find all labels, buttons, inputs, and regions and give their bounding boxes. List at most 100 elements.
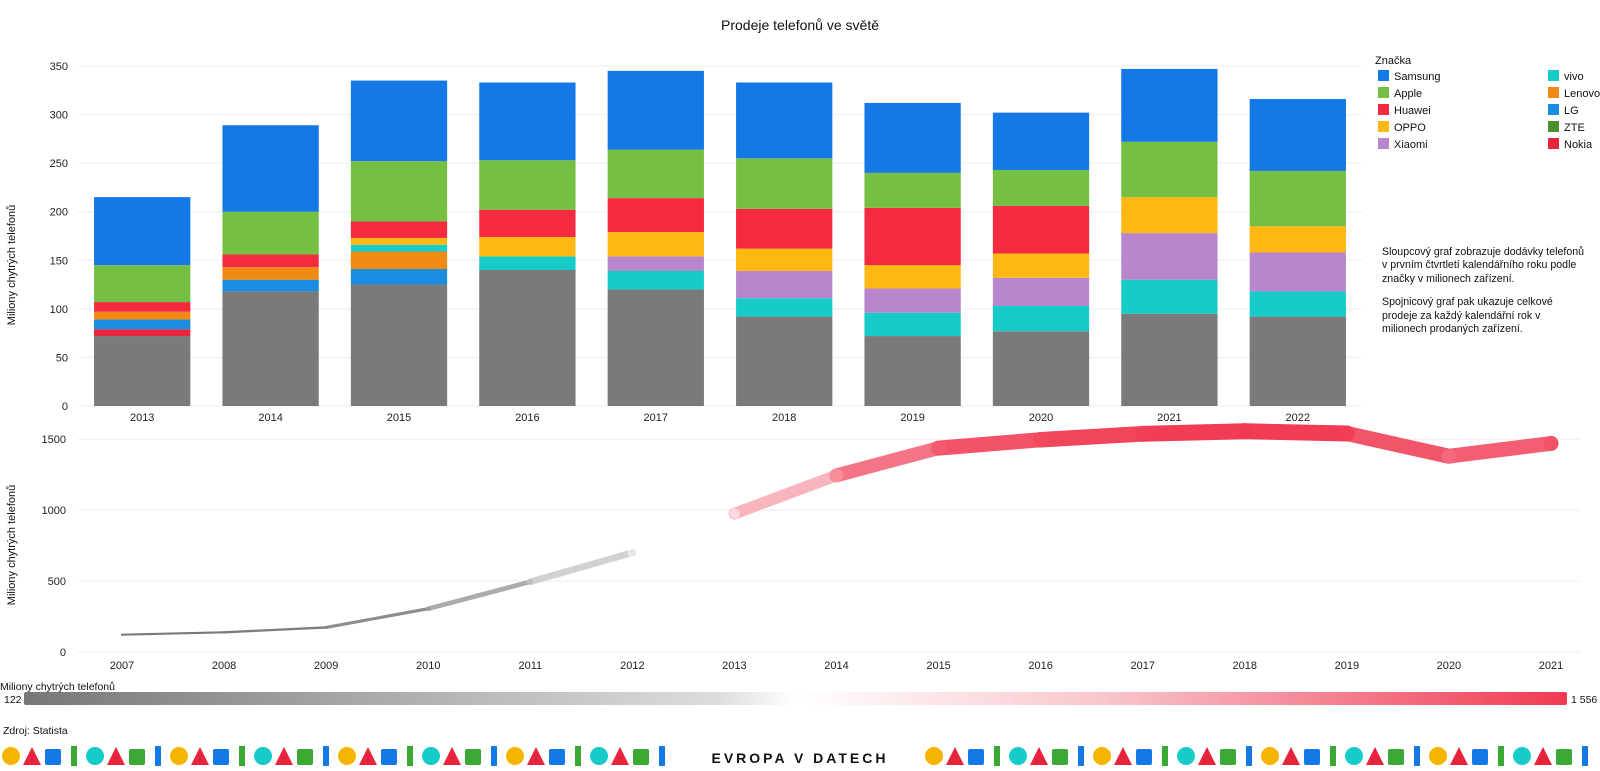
bar-huawei-2017 — [607, 198, 704, 233]
line-y-tick: 500 — [48, 576, 66, 588]
bar-y-tick: 300 — [50, 110, 68, 122]
line-x-tick: 2017 — [1130, 660, 1154, 672]
line-chart: 0 500 1000 1500 2007 2008 2009 2010 2011 2012 2013… — [42, 423, 1580, 672]
footer-icon — [129, 749, 145, 765]
bar-samsung-2017 — [607, 70, 704, 150]
legend-swatch-samsung — [1378, 70, 1389, 81]
line-segment-2009 — [324, 607, 430, 630]
footer-icon — [107, 747, 125, 765]
bar-oppo-2019 — [864, 265, 961, 289]
bar-ostatní-2018 — [736, 316, 833, 406]
line-point-2018 — [1236, 423, 1253, 440]
bar-apple-2019 — [864, 172, 961, 208]
chart-description: Sloupcový graf zobrazuje dodávky telefon… — [1382, 246, 1587, 346]
footer-icon — [1450, 747, 1468, 765]
bar-ostatní-2020 — [992, 331, 1090, 406]
footer-icon — [1429, 747, 1447, 765]
legend-label-oppo: OPPO — [1394, 122, 1426, 134]
bar-y-tick: 100 — [50, 304, 68, 316]
footer-icon — [1414, 746, 1420, 766]
footer-icon — [254, 747, 272, 765]
bar-oppo-2020 — [992, 253, 1090, 278]
bar-x-tick: 2014 — [258, 412, 282, 424]
footer-icon — [633, 749, 649, 765]
line-x-tick: 2011 — [518, 660, 542, 672]
footer-icon — [23, 747, 41, 765]
chart-title: Prodeje telefonů ve světě — [721, 17, 879, 33]
footer-decorations — [2, 746, 1588, 766]
description-bar: Sloupcový graf zobrazuje dodávky telefon… — [1382, 246, 1584, 285]
footer-icon — [1246, 746, 1252, 766]
line-point-2013 — [729, 508, 740, 519]
bar-ostatní-2013 — [94, 336, 191, 406]
bar-vivo-2016 — [479, 256, 576, 270]
bar-apple-2022 — [1249, 170, 1346, 227]
bar-chart-ylabel: Miliony chytrých telefonů — [6, 205, 18, 325]
legend-label-zte: ZTE — [1564, 122, 1585, 134]
bar-x-tick: 2013 — [130, 412, 154, 424]
bar-lenovo-2013 — [94, 311, 191, 320]
legend-label-vivo: vivo — [1564, 71, 1584, 83]
footer-icon — [1162, 746, 1168, 766]
line-segment-2020 — [1441, 436, 1559, 464]
line-point-2015 — [931, 440, 946, 456]
colorbar-title: Miliony chytrých telefonů — [0, 681, 115, 693]
bar-samsung-2014 — [222, 125, 319, 212]
footer-icon — [323, 746, 329, 766]
bar-ostatní-2014 — [222, 291, 319, 406]
bar-vivo-2022 — [1249, 291, 1346, 317]
line-point-2021 — [1543, 435, 1559, 452]
footer-icon — [1030, 747, 1048, 765]
description-line: Spojnicový graf pak ukazuje celkové prod… — [1382, 296, 1553, 336]
legend: Značka Samsung Apple Huawei OPPO Xiaomi vivo L… — [1375, 55, 1600, 151]
legend-swatch-huawei — [1378, 104, 1389, 115]
footer-icon — [925, 747, 943, 765]
line-x-tick: 2018 — [1233, 660, 1257, 672]
footer-icon — [1472, 749, 1488, 765]
bar-apple-2020 — [992, 169, 1090, 206]
bar-apple-2021 — [1121, 141, 1218, 198]
line-point-2019 — [1338, 425, 1355, 442]
bar-xiaomi-2017 — [607, 256, 704, 271]
footer-icon — [213, 749, 229, 765]
line-chart-ylabel: Miliony chytrých telefonů — [6, 485, 18, 605]
legend-swatch-oppo — [1378, 121, 1389, 132]
legend-swatch-apple — [1378, 87, 1389, 98]
bar-huawei-2016 — [479, 209, 576, 237]
footer-icon — [549, 749, 565, 765]
legend-label-lg: LG — [1564, 105, 1579, 117]
legend-label-huawei: Huawei — [1394, 105, 1431, 117]
footer-icon — [491, 746, 497, 766]
line-x-tick: 2009 — [314, 660, 338, 672]
footer-icon-strip: EVROPA V DATECH — [2, 746, 1588, 766]
footer-icon — [590, 747, 608, 765]
line-point-2012 — [628, 548, 637, 557]
bar-x-tick: 2021 — [1157, 412, 1181, 424]
line-point-2020 — [1441, 449, 1457, 464]
footer-icon — [1345, 747, 1363, 765]
bar-lg-2013 — [94, 319, 191, 330]
bar-vivo-2020 — [992, 305, 1090, 332]
bar-apple-2017 — [607, 149, 704, 199]
footer-logo: EVROPA V DATECH — [712, 750, 889, 766]
bar-xiaomi-2020 — [992, 277, 1090, 306]
bar-vivo-2017 — [607, 270, 704, 290]
legend-swatch-nokia — [1548, 138, 1559, 149]
line-point-2017 — [1134, 425, 1151, 442]
bar-vivo-2019 — [864, 312, 961, 337]
bar-xiaomi-2018 — [736, 270, 833, 299]
bar-samsung-2015 — [350, 80, 448, 162]
bar-oppo-2022 — [1249, 226, 1346, 253]
line-segment-2016 — [1032, 425, 1151, 448]
bar-y-tick: 0 — [62, 401, 68, 413]
line-x-tick: 2012 — [620, 660, 644, 672]
line-segment-2013 — [728, 469, 843, 520]
bar-samsung-2013 — [94, 197, 191, 266]
bar-samsung-2021 — [1121, 68, 1218, 142]
footer-icon — [1114, 747, 1132, 765]
footer-icon — [1282, 747, 1300, 765]
line-y-tick: 0 — [60, 647, 66, 659]
line-point-2007 — [121, 633, 123, 636]
footer-icon — [1534, 747, 1552, 765]
bar-x-tick: 2020 — [1029, 412, 1053, 424]
